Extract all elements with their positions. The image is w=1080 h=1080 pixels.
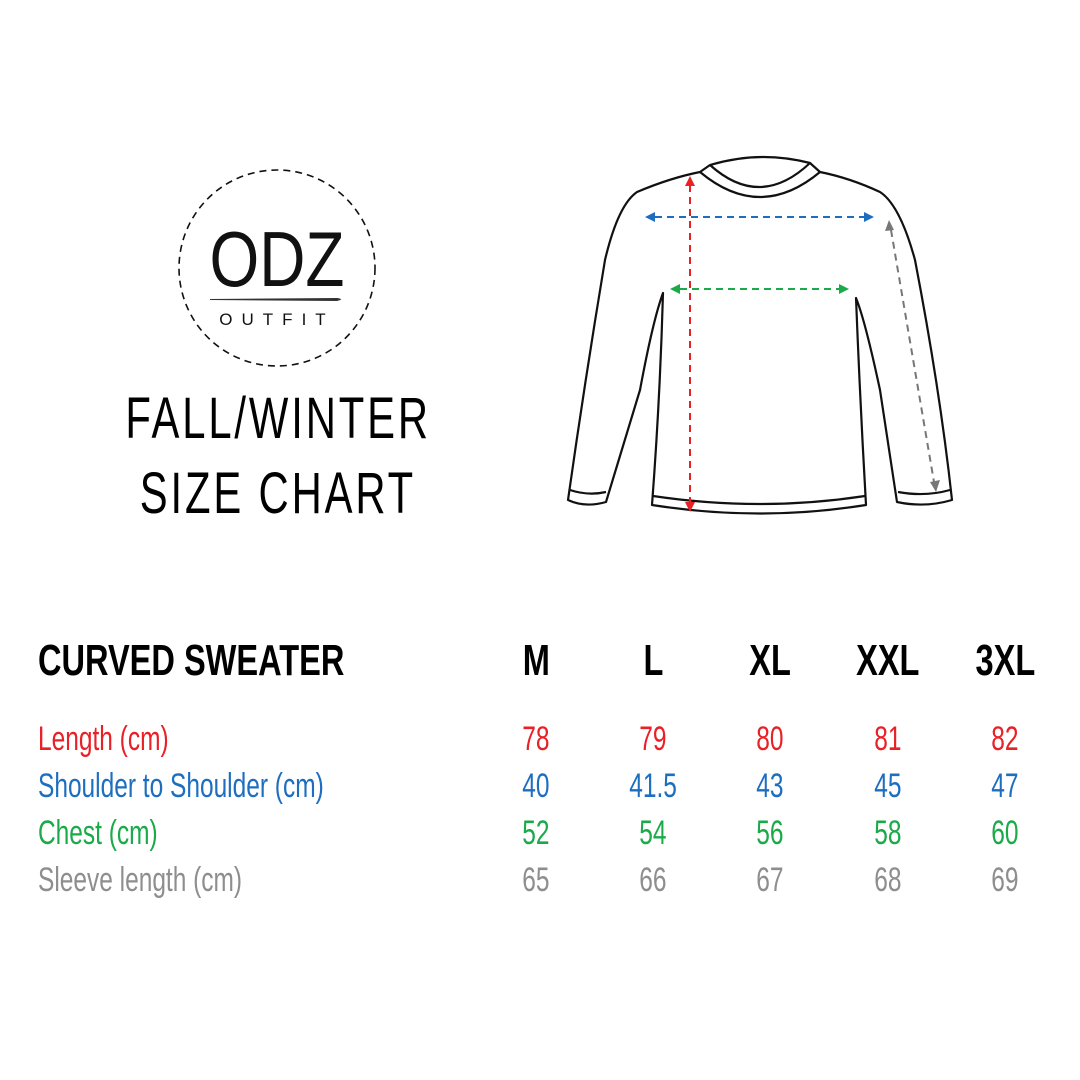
size-header-3xl: 3XL bbox=[975, 636, 1035, 685]
cell-chest-xl: 56 bbox=[756, 814, 784, 852]
cell-length-xl: 80 bbox=[756, 720, 784, 758]
sweater-diagram bbox=[566, 155, 954, 515]
size-header-xxl: XXL bbox=[856, 636, 920, 685]
size-header-xl: XL bbox=[749, 636, 791, 685]
needle-icon bbox=[210, 298, 341, 301]
cell-shoulder-xxl: 45 bbox=[874, 767, 902, 805]
table-title: CURVED SWEATER bbox=[38, 636, 345, 685]
cell-chest-l: 54 bbox=[639, 814, 667, 852]
cell-length-l: 79 bbox=[639, 720, 667, 758]
cell-chest-3xl: 60 bbox=[991, 814, 1019, 852]
brand-sub: OUTFIT bbox=[219, 310, 334, 329]
cell-sleeve-xl: 67 bbox=[756, 861, 784, 899]
cell-sleeve-xxl: 68 bbox=[874, 861, 902, 899]
row-label-length: Length (cm) bbox=[38, 720, 169, 758]
cell-length-3xl: 82 bbox=[991, 720, 1019, 758]
cell-shoulder-m: 40 bbox=[522, 767, 550, 805]
cell-length-xxl: 81 bbox=[874, 720, 902, 758]
size-header-l: L bbox=[643, 636, 663, 685]
sleeve-arrow bbox=[890, 229, 935, 483]
cell-chest-m: 52 bbox=[522, 814, 550, 852]
size-header-m: M bbox=[522, 636, 550, 685]
cell-sleeve-l: 66 bbox=[639, 861, 667, 899]
heading-line1: FALL/WINTER bbox=[125, 386, 431, 451]
cell-length-m: 78 bbox=[522, 720, 550, 758]
brand-name: ODZ bbox=[210, 216, 345, 303]
heading-line2: SIZE CHART bbox=[139, 461, 417, 526]
cell-chest-xxl: 58 bbox=[874, 814, 902, 852]
brand-logo: ODZ OUTFIT bbox=[178, 169, 376, 367]
row-label-sleeve: Sleeve length (cm) bbox=[38, 861, 243, 899]
cell-shoulder-xl: 43 bbox=[756, 767, 784, 805]
row-label-chest: Chest (cm) bbox=[38, 814, 158, 852]
row-label-shoulder: Shoulder to Shoulder (cm) bbox=[38, 767, 324, 805]
cell-shoulder-3xl: 47 bbox=[991, 767, 1019, 805]
cell-sleeve-3xl: 69 bbox=[991, 861, 1019, 899]
cell-sleeve-m: 65 bbox=[522, 861, 550, 899]
cell-shoulder-l: 41.5 bbox=[629, 767, 677, 805]
